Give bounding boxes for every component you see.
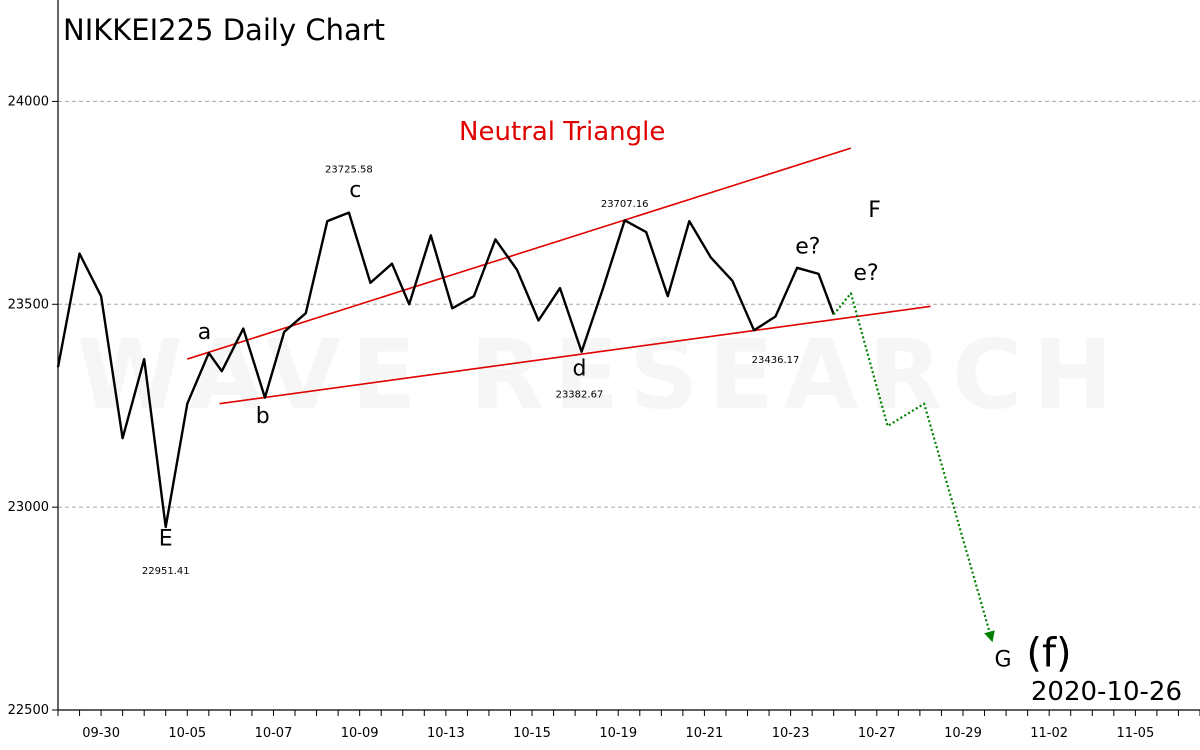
price-annotation: 22951.41	[142, 566, 190, 577]
wave-label: e?	[795, 235, 820, 260]
wave-label: e?	[853, 261, 878, 286]
y-tick-label: 23500	[8, 297, 49, 312]
pattern-name-label: Neutral Triangle	[459, 117, 665, 147]
price-annotation: 23436.17	[752, 355, 800, 366]
x-tick-label: 10-23	[772, 726, 810, 741]
watermark-text: WAVE RESEARCH	[77, 319, 1123, 431]
wave-label-g: G	[994, 648, 1011, 673]
x-tick-label: 10-09	[341, 726, 379, 741]
price-line	[56, 211, 835, 529]
y-tick-label: 23000	[8, 500, 49, 515]
wave-label-f: (f)	[1026, 631, 1071, 677]
price-annotation: 23707.16	[601, 199, 649, 210]
wave-label: d	[572, 356, 586, 381]
x-tick-label: 10-19	[599, 726, 637, 741]
x-tick-label: 10-07	[255, 726, 293, 741]
x-tick-label: 10-27	[858, 726, 896, 741]
x-tick-label: 09-30	[82, 726, 120, 741]
chart-title: NIKKEI225 Daily Chart	[63, 13, 385, 47]
x-tick-label: 10-05	[168, 726, 206, 741]
wave-label: b	[256, 404, 270, 429]
x-tick-label: 10-21	[686, 726, 724, 741]
wave-label: E	[159, 527, 173, 552]
y-tick-label: 24000	[8, 94, 49, 109]
wave-label: a	[198, 320, 211, 345]
projection-line	[832, 292, 995, 643]
x-tick-label: 10-13	[427, 726, 465, 741]
y-tick-label: 22500	[8, 703, 49, 718]
triangle-trendline	[187, 147, 852, 360]
x-tick-label: 11-05	[1116, 726, 1154, 741]
wave-label: c	[349, 178, 361, 203]
wave-label: F	[868, 198, 881, 223]
price-annotation: 23725.58	[325, 164, 373, 175]
triangle-trendline	[219, 305, 931, 405]
x-tick-label: 10-15	[513, 726, 551, 741]
date-stamp: 2020-10-26	[1031, 677, 1182, 707]
x-tick-label: 11-02	[1030, 726, 1068, 741]
price-annotation: 23382.67	[556, 390, 604, 401]
x-tick-label: 10-29	[944, 726, 982, 741]
